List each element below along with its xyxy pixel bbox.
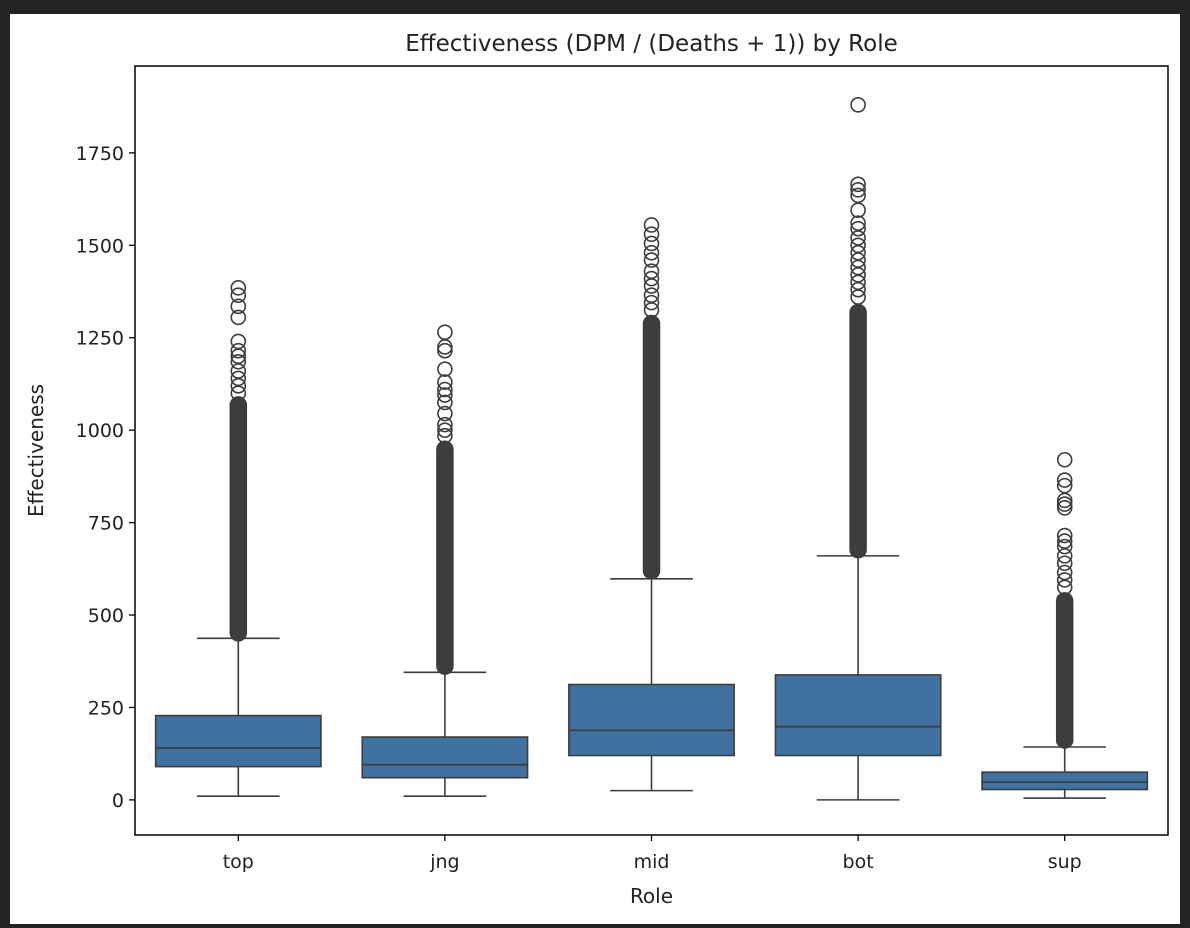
box-iqr-jng: [361, 736, 529, 779]
outlier-point: [437, 387, 453, 403]
x-axis-label: Role: [630, 884, 673, 908]
y-axis-label: Effectiveness: [24, 384, 48, 517]
x-tick-label-bot: bot: [843, 851, 874, 873]
x-tick-label-sup: sup: [1048, 851, 1082, 873]
y-tick-label: 0: [112, 790, 124, 812]
outlier-point: [1056, 564, 1073, 581]
outlier-point: [437, 342, 453, 359]
x-tick-label-jng: jng: [429, 851, 459, 873]
y-tick-label: 250: [88, 697, 124, 719]
outlier-point: [230, 353, 247, 370]
outlier-point: [643, 294, 660, 311]
outlier-point: [437, 381, 453, 398]
outlier-point: [1056, 555, 1073, 572]
outlier-point: [643, 270, 660, 287]
y-tick-label: 750: [88, 513, 124, 535]
outlier-point: [850, 215, 866, 231]
outlier-point: [643, 235, 660, 252]
outlier-point: [437, 422, 453, 438]
outlier-point: [437, 339, 453, 355]
outlier-point: [1056, 500, 1073, 516]
box-group-mid: [568, 217, 735, 792]
outlier-point: [437, 405, 453, 422]
outlier-point: [1056, 572, 1073, 588]
outlier-point: [437, 394, 453, 411]
y-tick-label: 500: [88, 605, 124, 627]
outlier-point: [437, 427, 453, 444]
box-group-bot: [774, 97, 942, 801]
box-iqr-sup: [981, 771, 1149, 791]
outlier-point: [643, 244, 660, 261]
outlier-point: [643, 217, 660, 233]
outlier-point: [1056, 477, 1073, 494]
box-group-top: [154, 280, 322, 797]
outlier-point: [643, 287, 660, 304]
outlier-point: [850, 237, 866, 254]
outlier-point: [230, 287, 247, 304]
outlier-point: [230, 333, 247, 350]
outlier-point: [230, 370, 247, 387]
outlier-point: [1056, 451, 1073, 468]
chart-figure: Effectiveness (DPM / (Deaths + 1)) by Ro…: [10, 14, 1180, 924]
outlier-point: [230, 298, 247, 315]
outlier-point: [437, 361, 453, 377]
outlier-point: [1056, 538, 1073, 555]
box-iqr-bot: [774, 674, 942, 757]
outlier-point: [437, 374, 453, 390]
outlier-point: [643, 252, 660, 268]
boxplot-chart: Effectiveness (DPM / (Deaths + 1)) by Ro…: [24, 31, 1169, 908]
y-tick-label: 1250: [76, 328, 124, 350]
box-iqr-mid: [568, 683, 735, 757]
outlier-point: [643, 263, 660, 279]
outlier-point: [850, 182, 866, 198]
outlier-point: [850, 187, 866, 204]
y-tick-label: 1000: [76, 420, 124, 442]
outlier-point: [1056, 496, 1073, 512]
outlier-point: [230, 280, 247, 296]
x-tick-label-mid: mid: [634, 851, 670, 873]
outlier-point: [850, 202, 866, 218]
outlier-band-bot: [849, 303, 867, 559]
chart-title: Effectiveness (DPM / (Deaths + 1)) by Ro…: [405, 31, 898, 57]
outlier-point: [1056, 472, 1073, 488]
outlier-point: [230, 342, 247, 359]
outlier-point: [1056, 527, 1073, 544]
outlier-band-sup: [1055, 592, 1074, 749]
outlier-band-mid: [642, 314, 661, 580]
outlier-point: [643, 226, 660, 243]
outlier-point: [1056, 533, 1073, 549]
plot-area: 0 250 500 750 1000 1250 1500 1750 top jng mid bot su…: [76, 65, 1169, 873]
y-tick-label: 1500: [76, 235, 124, 257]
outlier-point: [850, 220, 866, 237]
box-group-jng: [361, 324, 529, 797]
outlier-point: [230, 309, 247, 326]
outlier-point: [850, 176, 866, 193]
outlier-point: [437, 324, 453, 340]
x-tick-label-top: top: [223, 851, 254, 873]
outlier-band-jng: [436, 440, 454, 675]
outlier-point: [850, 97, 866, 113]
y-tick-label: 1750: [76, 143, 124, 165]
outlier-band-top: [229, 396, 248, 642]
box-group-sup: [981, 451, 1149, 799]
box-iqr-top: [154, 714, 322, 768]
outlier-point: [437, 416, 453, 433]
